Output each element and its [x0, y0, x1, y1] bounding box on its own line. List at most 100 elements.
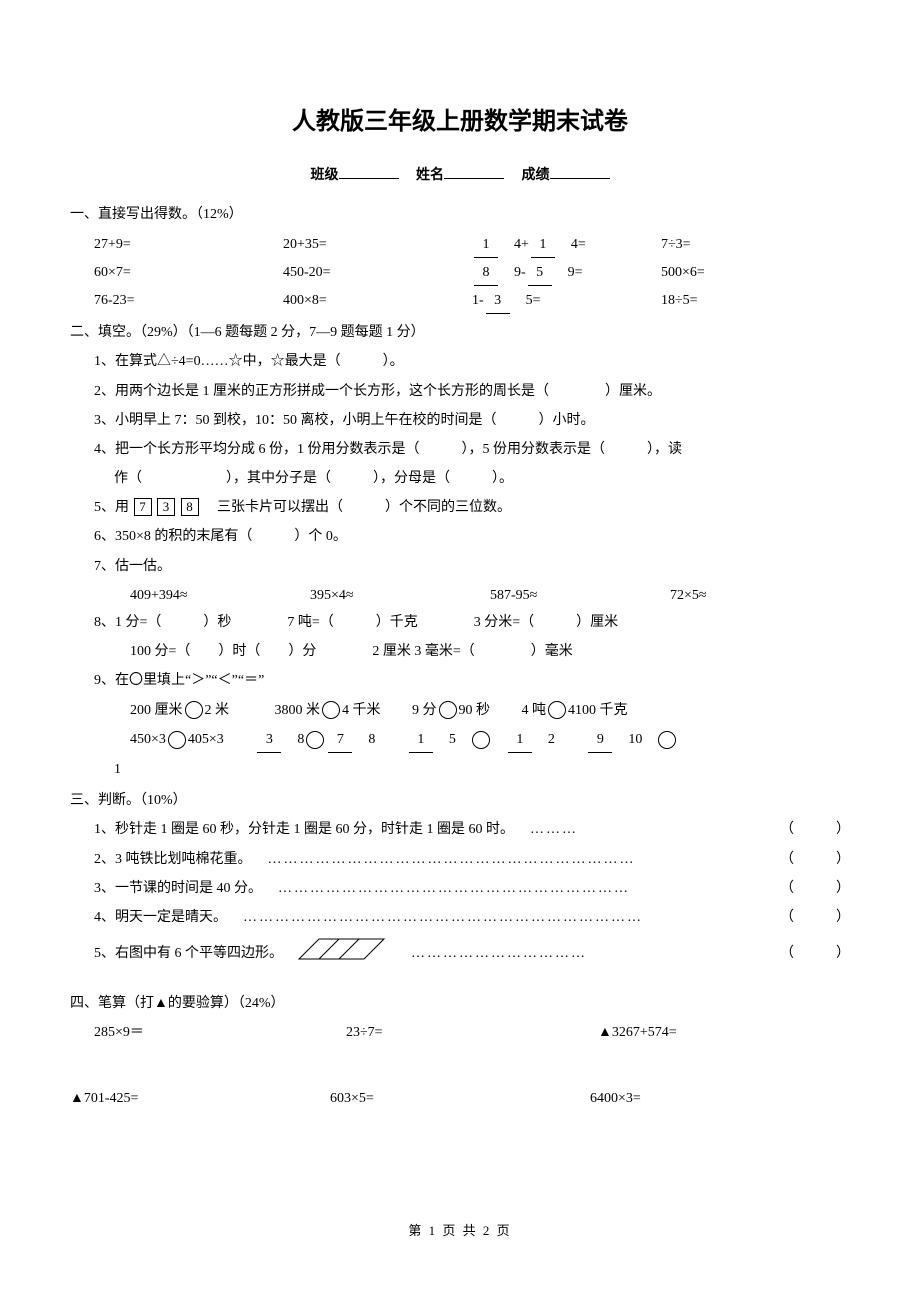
judge-paren: （ ）: [774, 905, 850, 930]
s4-q: 285×9＝: [94, 1020, 346, 1045]
judge-paren: （ ）: [774, 876, 850, 901]
judge-paren: （ ）: [774, 941, 850, 966]
frac-den: 5: [526, 293, 533, 308]
circle-blank: [548, 701, 566, 719]
frac-num: 1: [409, 727, 433, 753]
dots: ……………………………………………………………: [252, 847, 775, 872]
section1-header: 一、直接写出得数。（12%）: [70, 202, 850, 227]
s2-q9-row2: 450×3405×3 3 87 8 1 5 1 2 9 10: [70, 727, 850, 753]
cmp-r: 90 秒: [459, 703, 491, 718]
frac-den: 8: [297, 732, 304, 747]
s1-row: 27+9= 20+35= 1 4+1 4= 7÷3=: [70, 232, 850, 258]
section2-header: 二、填空。（29%）（1—6 题每题 2 分，7—9 题每题 1 分）: [70, 320, 850, 345]
judge-row: 5、右图中有 6 个平等四边形。 …………………………… （ ）: [70, 934, 850, 973]
s1-frac-q: 1-3 5=: [472, 288, 661, 314]
s2-q8a: 8、1 分=（ ）秒 7 吨=（ ）千克 3 分米=（ ）厘米: [70, 610, 850, 635]
s1-q: 27+9=: [94, 232, 283, 258]
frac-num: 1: [508, 727, 532, 753]
frac-num: 7: [328, 727, 352, 753]
cmp-l: 450×3: [130, 732, 166, 747]
judge-row: 4、明天一定是晴天。 ………………………………………………………………… （ ）: [70, 905, 850, 930]
frac-num: 5: [528, 260, 552, 286]
dots: …………………………………………………………: [262, 876, 774, 901]
judge-paren: （ ）: [774, 847, 850, 872]
s4-q: 6400×3=: [590, 1086, 850, 1111]
judge-row: 2、3 吨铁比划吨棉花重。 …………………………………………………………… （ …: [70, 847, 850, 872]
s2-q4b: 作（ ），其中分子是（ ），分母是（ ）。: [70, 466, 850, 491]
circle-blank: [658, 731, 676, 749]
cmp-r: 4 千米: [342, 703, 381, 718]
s1-q: 76-23=: [94, 288, 283, 314]
name-blank: [444, 164, 504, 179]
dots: ………: [514, 817, 774, 842]
s2-q6: 6、350×8 的积的末尾有（ ）个 0。: [70, 524, 850, 549]
s1-q: 20+35=: [283, 232, 472, 258]
frac-den: 4: [571, 237, 578, 252]
frac-den: 9: [568, 265, 575, 280]
frac-den: 8: [368, 732, 375, 747]
card: 3: [157, 498, 175, 516]
frac-prefix: 1-: [472, 293, 484, 308]
frac-op: -: [521, 265, 526, 280]
judge-row: 1、秒针走 1 圈是 60 秒，分针走 1 圈是 60 分，时针走 1 圈是 6…: [70, 817, 850, 842]
frac-num: 3: [257, 727, 281, 753]
name-label: 姓名: [416, 168, 444, 183]
s4-q: ▲3267+574=: [598, 1020, 850, 1045]
cmp-l: 200 厘米: [130, 703, 183, 718]
judge-paren: （ ）: [774, 817, 850, 842]
cmp-l: 4 吨: [522, 703, 547, 718]
s2-q5-suffix: 三张卡片可以摆出（ ）个不同的三位数。: [203, 500, 511, 515]
s2-q7-row: 409+394≈ 395×4≈ 587-95≈ 72×5≈: [70, 583, 850, 608]
s2-q3: 3、小明早上 7：50 到校，10：50 离校，小明上午在校的时间是（ ）小时。: [70, 408, 850, 433]
score-blank: [550, 164, 610, 179]
judge-text: 3、一节课的时间是 40 分。: [94, 876, 262, 901]
s2-q5-prefix: 5、用: [94, 500, 129, 515]
judge-text: 1、秒针走 1 圈是 60 秒，分针走 1 圈是 60 分，时针走 1 圈是 6…: [94, 817, 514, 842]
circle-blank: [306, 731, 324, 749]
section3-header: 三、判断。（10%）: [70, 788, 850, 813]
frac-op: +: [521, 237, 529, 252]
s4-row: 285×9＝ 23÷7= ▲3267+574=: [70, 1020, 850, 1045]
s4-q: 603×5=: [330, 1086, 590, 1111]
s4-q: ▲701-425=: [70, 1086, 330, 1111]
s1-q: 60×7=: [94, 260, 283, 286]
s2-q7-item: 409+394≈: [130, 583, 310, 608]
circle-blank: [439, 701, 457, 719]
frac-den: 4: [514, 237, 521, 252]
s4-row: ▲701-425= 603×5= 6400×3=: [70, 1086, 850, 1111]
s2-q7-item: 587-95≈: [490, 583, 670, 608]
cmp-l: 3800 米: [275, 703, 321, 718]
student-info-line: 班级 姓名 成绩: [70, 163, 850, 188]
frac-num: 9: [588, 727, 612, 753]
s1-q: 500×6=: [661, 260, 850, 286]
frac-num: 3: [486, 288, 510, 314]
dots: ……………………………: [395, 941, 774, 966]
s2-q7-item: 72×5≈: [670, 583, 850, 608]
frac-num: 8: [474, 260, 498, 286]
circle-blank: [472, 731, 490, 749]
s2-q2: 2、用两个边长是 1 厘米的正方形拼成一个长方形，这个长方形的周长是（ ）厘米。: [70, 379, 850, 404]
judge-text: 2、3 吨铁比划吨棉花重。: [94, 847, 252, 872]
s2-q1: 1、在算式△÷4=0……☆中，☆最大是（ ）。: [70, 349, 850, 374]
dots: …………………………………………………………………: [227, 905, 774, 930]
circle-blank: [168, 731, 186, 749]
class-label: 班级: [311, 168, 339, 183]
s2-q9-row1: 200 厘米2 米 3800 米4 千米 9 分90 秒 4 吨4100 千克: [70, 698, 850, 723]
page-footer: 第 1 页 共 2 页: [0, 1219, 920, 1242]
s1-row: 60×7= 450-20= 8 9-5 9= 500×6=: [70, 260, 850, 286]
frac-den: 5: [449, 732, 456, 747]
s1-q: 450-20=: [283, 260, 472, 286]
page-title: 人教版三年级上册数学期末试卷: [70, 100, 850, 143]
frac-den: 2: [548, 732, 555, 747]
s1-frac-q: 8 9-5 9=: [472, 260, 661, 286]
class-blank: [339, 164, 399, 179]
circle-blank: [185, 701, 203, 719]
frac-den: 9: [514, 265, 521, 280]
s2-q8b: 100 分=（ ）时（ ）分 2 厘米 3 毫米=（ ）毫米: [70, 639, 850, 664]
section4-header: 四、笔算（打▲的要验算）（24%）: [70, 991, 850, 1016]
s1-q: 7÷3=: [661, 232, 850, 258]
s2-q9-tail: 1: [70, 757, 850, 782]
cmp-r: 405×3: [188, 732, 224, 747]
score-label: 成绩: [522, 168, 550, 183]
s1-frac-q: 1 4+1 4=: [472, 232, 661, 258]
